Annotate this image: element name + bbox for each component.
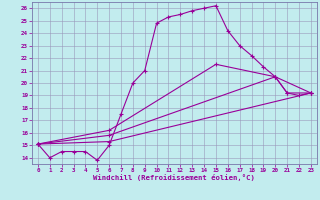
X-axis label: Windchill (Refroidissement éolien,°C): Windchill (Refroidissement éolien,°C) [93,174,255,181]
